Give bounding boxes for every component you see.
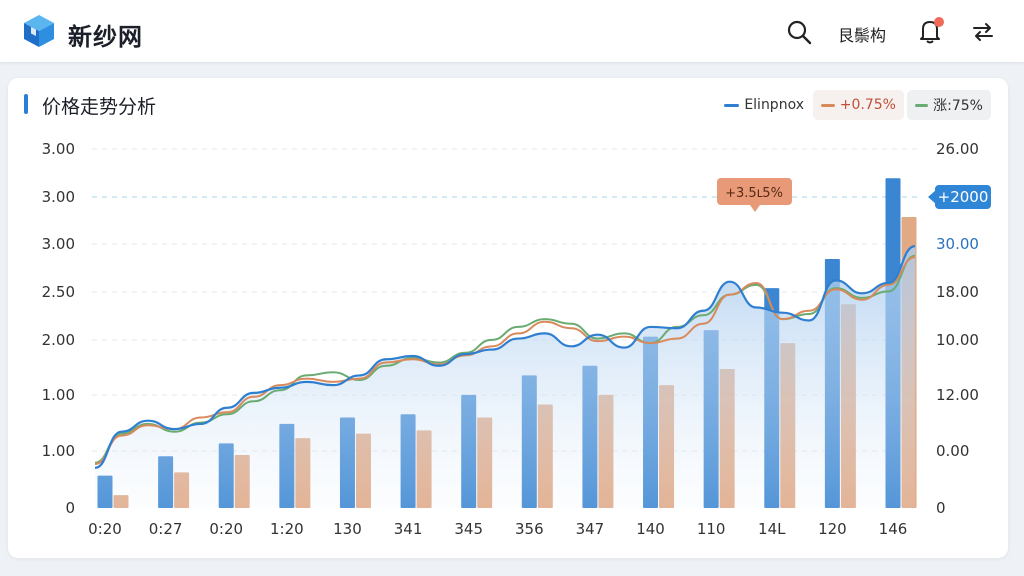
swap-arrows-icon[interactable] [970, 19, 996, 45]
annotation-callout-box [717, 178, 792, 205]
y-right-tick-label: 12.00 [936, 386, 979, 404]
value-badge [935, 185, 991, 209]
x-tick-label: 341 [394, 520, 423, 538]
legend-swatch-blue [724, 103, 740, 107]
line-blue [94, 245, 916, 470]
y-right-tick-label: 0 [936, 499, 946, 517]
annotation-callout-label: +3.5ւ5% [725, 186, 783, 201]
legend-label-green: 涨:75% [933, 98, 983, 114]
x-tick-label: 0:20 [209, 520, 243, 538]
y-left-tick-label: 3.00 [42, 140, 75, 158]
y-left-tick-label: 1.00 [42, 442, 75, 460]
annotation-callout-pointer [750, 205, 760, 212]
y-left-tick-label: 1.00 [42, 386, 75, 404]
y-left-tick-label: 3.00 [42, 235, 75, 253]
value-badge-label: +2000 [938, 188, 989, 206]
y-right-tick-label: 30.00 [936, 235, 979, 253]
y-left-tick-label: 3.00 [42, 188, 75, 206]
x-tick-label: 0:27 [149, 520, 183, 538]
x-tick-label: 110 [697, 520, 726, 538]
x-tick-label: 0:20 [88, 520, 122, 538]
notification-dot [934, 17, 944, 27]
area-fill [95, 246, 915, 508]
legend-item-green[interactable]: 涨:75% [907, 90, 991, 120]
y-left-tick-label: 2.50 [42, 283, 75, 301]
x-tick-label: 120 [818, 520, 847, 538]
search-icon[interactable] [786, 19, 812, 45]
x-tick-label: 130 [333, 520, 362, 538]
legend-item-orange[interactable]: +0.75% [813, 90, 904, 120]
x-tick-label: 347 [576, 520, 605, 538]
cube-logo-icon[interactable] [22, 13, 56, 49]
legend-swatch-green [915, 103, 929, 107]
x-tick-label: 345 [454, 520, 483, 538]
y-right-tick-label: 0.00 [936, 442, 969, 460]
top-bar: 新纱网 艮鬃构 [0, 0, 1024, 62]
x-tick-label: 1:20 [270, 520, 304, 538]
bell-icon[interactable] [916, 16, 946, 46]
legend-label-orange: +0.75% [839, 97, 896, 113]
value-badge-pointer [928, 190, 936, 204]
x-tick-label: 146 [879, 520, 908, 538]
title-accent-bar [24, 94, 28, 114]
user-menu[interactable]: 艮鬃构 [838, 26, 887, 45]
legend-item-elinpnox[interactable]: Elinpnox [716, 90, 812, 120]
line-orange [94, 256, 916, 466]
x-tick-label: 140 [636, 520, 665, 538]
legend-label-elinpnox: Elinpnox [744, 97, 804, 113]
legend-swatch-orange [821, 103, 835, 107]
app-title: 新纱网 [68, 23, 143, 51]
x-tick-label: 14L [758, 520, 786, 538]
y-right-tick-label: 26.00 [936, 140, 979, 158]
y-left-tick-label: 0 [65, 499, 75, 517]
y-left-tick-label: 2.00 [42, 331, 75, 349]
x-tick-label: 356 [515, 520, 544, 538]
chart-title: 价格走势分析 [42, 96, 157, 118]
y-right-tick-label: 18.00 [936, 283, 979, 301]
y-right-tick-label: 10.00 [936, 331, 979, 349]
